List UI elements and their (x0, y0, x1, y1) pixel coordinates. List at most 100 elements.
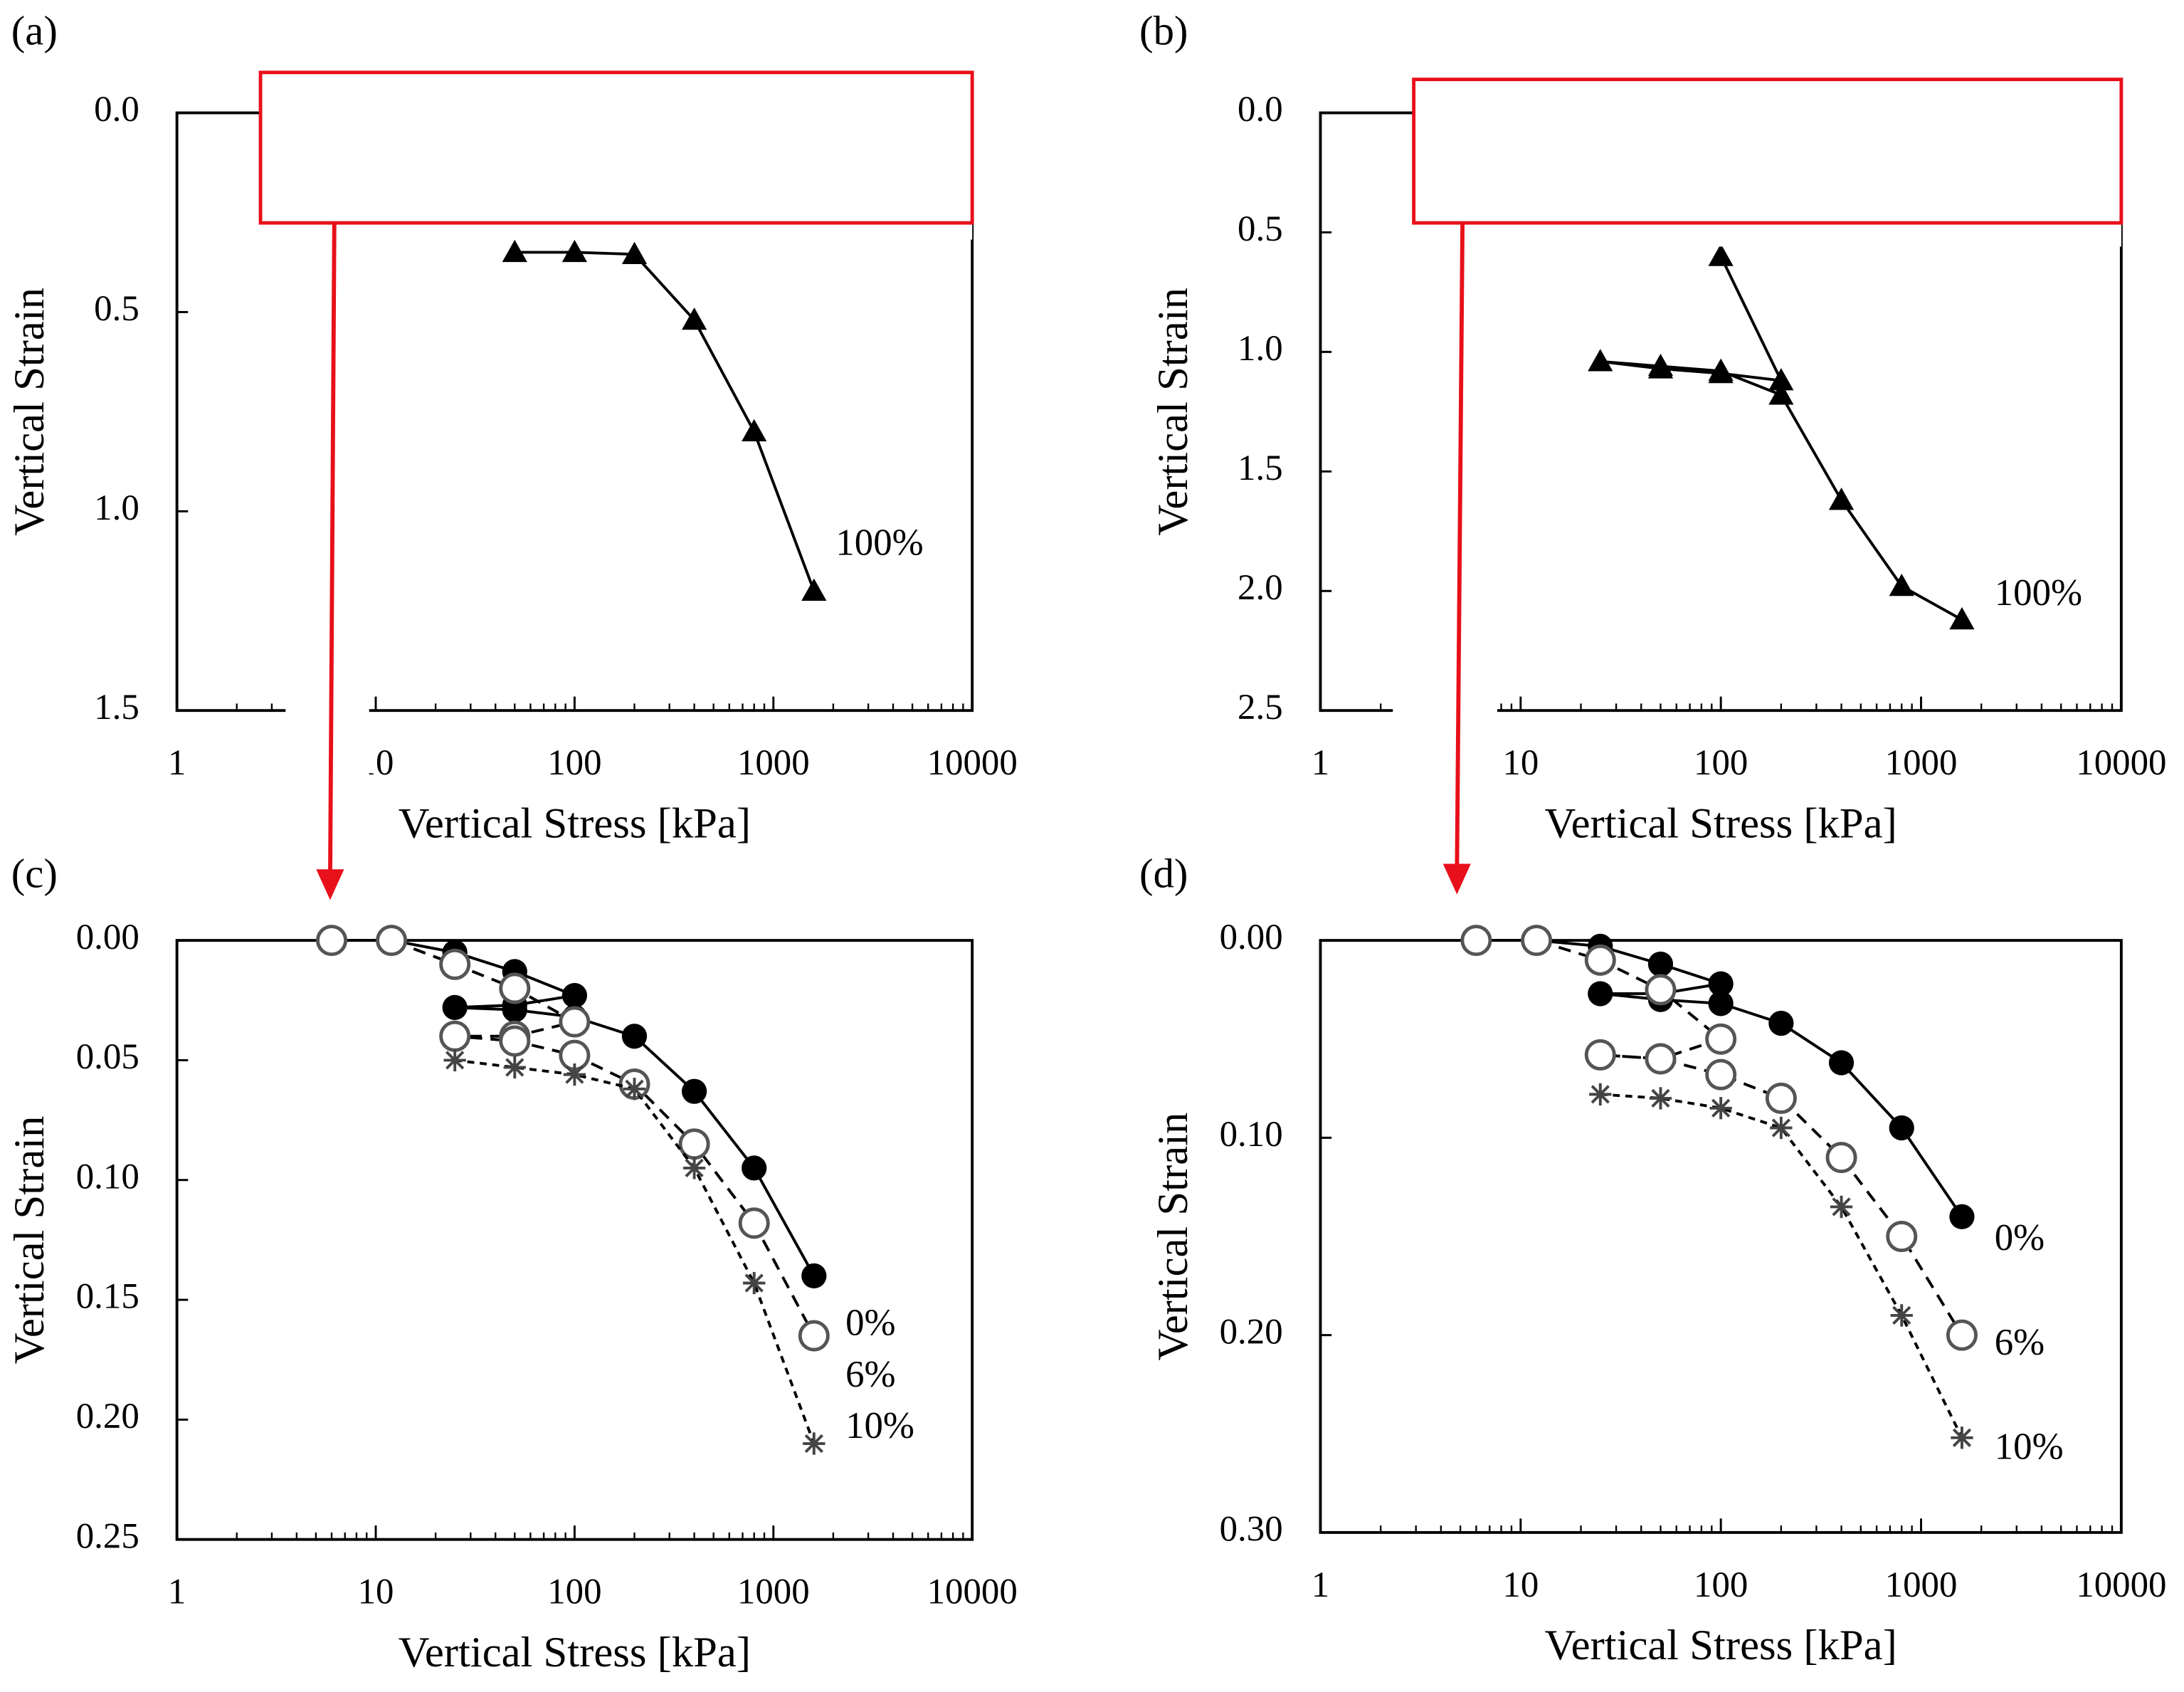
marker (439, 948, 471, 980)
x-tick-label: 100 (547, 743, 601, 783)
marker (1765, 1082, 1797, 1114)
x-tick-label: 1 (168, 743, 186, 783)
y-tick-label: 1.0 (94, 488, 139, 528)
marker (738, 1207, 770, 1239)
marker (1768, 1010, 1794, 1036)
x-tick-label: 1000 (1885, 743, 1958, 783)
marker (1830, 1195, 1853, 1219)
marker (316, 925, 348, 957)
marker (1890, 1304, 1913, 1327)
marker (743, 1271, 766, 1295)
marker (1889, 1115, 1914, 1141)
marker (1949, 606, 1975, 630)
panel-label: (a) (11, 7, 58, 53)
series-line (454, 1058, 816, 1444)
marker (1828, 487, 1855, 510)
marker (1768, 368, 1794, 391)
series-label: 0% (1995, 1217, 2045, 1259)
marker (376, 925, 408, 957)
marker (1708, 243, 1734, 266)
marker (1708, 991, 1734, 1016)
marker (1647, 353, 1674, 377)
x-axis-label: Vertical Stress [kPa] (399, 799, 751, 847)
marker (798, 1320, 830, 1352)
panel-label: (c) (11, 850, 58, 896)
marker (1828, 1050, 1855, 1076)
y-axis-label: Vertical Strain (6, 1116, 53, 1365)
y-tick-label: 1.5 (94, 688, 139, 727)
arrow-head (316, 869, 344, 900)
x-tick-label: 1 (168, 1572, 186, 1612)
marker (1946, 1319, 1978, 1351)
marker (1951, 1426, 1973, 1449)
overlay (258, 70, 2124, 900)
marker (1949, 1204, 1975, 1229)
x-tick-label: 1000 (737, 1572, 810, 1612)
x-tick-label: 10 (358, 1572, 394, 1612)
marker (559, 1006, 591, 1038)
marker (1705, 1023, 1737, 1055)
x-tick-label: 100 (1694, 1565, 1748, 1605)
y-tick-label: 0.20 (76, 1397, 139, 1436)
marker (1584, 944, 1616, 976)
x-axis-label: Vertical Stress [kPa] (1545, 1622, 1897, 1669)
y-tick-label: 0.0 (94, 90, 139, 130)
marker (561, 982, 588, 1009)
panel-label: (d) (1139, 850, 1188, 896)
marker (1709, 1097, 1732, 1120)
arrow (327, 223, 337, 881)
marker (1768, 382, 1794, 405)
series-label: 6% (845, 1354, 895, 1395)
x-tick-label: 10 (1502, 1565, 1539, 1605)
marker (1589, 1083, 1612, 1106)
x-tick-label: 10 (1502, 743, 1539, 783)
y-tick-label: 0.5 (94, 289, 139, 329)
marker (439, 1020, 471, 1052)
x-tick-label: 10000 (2076, 1565, 2166, 1605)
marker (1886, 1220, 1918, 1253)
y-tick-label: 0.5 (1238, 209, 1283, 249)
x-tick-label: 100 (547, 1572, 601, 1612)
marker (1588, 349, 1613, 372)
marker (561, 239, 588, 263)
cover (1413, 79, 2121, 247)
series-label: 100% (1995, 572, 2082, 614)
series-label: 6% (1995, 1322, 2045, 1363)
y-tick-label: 1.0 (1238, 329, 1283, 369)
marker (801, 578, 827, 601)
marker (502, 997, 527, 1023)
marker (682, 1157, 706, 1179)
series-label: 100% (835, 522, 923, 563)
marker (1825, 1142, 1857, 1174)
marker (1708, 358, 1734, 381)
arrow-head (1442, 863, 1471, 895)
marker (1889, 573, 1914, 597)
y-tick-label: 0.10 (76, 1157, 139, 1197)
series-label: 10% (845, 1405, 914, 1446)
marker (1645, 1043, 1677, 1075)
marker (742, 1155, 767, 1181)
arrow (1455, 223, 1465, 876)
cover (1393, 223, 1498, 727)
y-axis-label: Vertical Strain (6, 288, 53, 536)
marker (801, 1263, 827, 1289)
marker (742, 419, 767, 442)
y-tick-label: 0.30 (1220, 1510, 1283, 1550)
marker (621, 241, 648, 264)
marker (1460, 925, 1492, 957)
marker (681, 307, 707, 330)
y-tick-label: 0.00 (76, 918, 139, 957)
marker (803, 1432, 825, 1455)
highlight-box (258, 70, 974, 225)
cover (285, 223, 369, 787)
highlight-box (1412, 78, 2124, 225)
marker (621, 1024, 648, 1049)
y-tick-label: 0.00 (1220, 918, 1283, 957)
y-tick-label: 0.20 (1220, 1312, 1283, 1352)
marker (1649, 1087, 1672, 1110)
y-tick-label: 0.0 (1238, 90, 1283, 130)
series-line (515, 251, 816, 592)
series-label: 0% (845, 1302, 895, 1343)
plots: 1 10 100 1000 10000 0.0 0.5 1.0 1.5 Vertical Stre… (6, 7, 2166, 1676)
series-label: 10% (1995, 1426, 2064, 1468)
